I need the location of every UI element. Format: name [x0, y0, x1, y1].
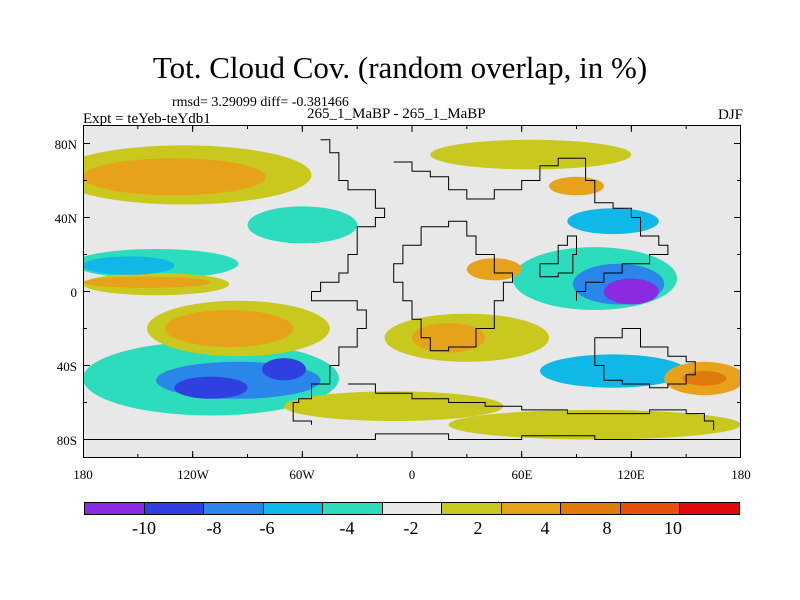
y-tick-label: 40S	[56, 359, 77, 374]
contour-region	[165, 310, 294, 347]
x-tick-label: 60W	[289, 467, 315, 482]
colorbar-label: -8	[206, 518, 222, 538]
colorbar-swatch	[203, 502, 264, 515]
colorbar-swatch	[679, 502, 741, 515]
colorbar-label: 8	[602, 518, 612, 538]
colorbar-label: -2	[403, 518, 419, 538]
coastline	[539, 235, 577, 278]
contour-region	[603, 278, 659, 305]
coastline	[393, 157, 669, 301]
contour-region	[284, 391, 504, 422]
coastline	[393, 220, 513, 352]
x-tick-label: 180	[73, 467, 93, 482]
colorbar-label: 10	[664, 518, 682, 538]
colorbar-label: 2	[473, 518, 483, 538]
x-tick-label: 120E	[617, 467, 645, 482]
contour-region	[83, 276, 211, 288]
x-tick-label: 60E	[511, 467, 533, 482]
y-tick-label: 80N	[54, 137, 77, 152]
x-tick-label: 180	[731, 467, 751, 482]
y-tick-label: 40N	[54, 211, 77, 226]
map-svg	[83, 125, 741, 458]
contour-region	[549, 176, 604, 196]
colorbar-label: -6	[259, 518, 275, 538]
coastline	[83, 433, 741, 440]
colorbar-swatch	[262, 502, 324, 515]
contour-region	[430, 139, 632, 170]
colorbar	[84, 502, 741, 515]
continent-outlines	[83, 139, 741, 440]
experiment-label: Expt = teYeb-teYdb1	[83, 111, 211, 127]
colorbar-swatch	[84, 502, 145, 515]
colorbar-swatch	[619, 502, 681, 515]
x-tick-label: 120W	[177, 467, 209, 482]
colorbar-swatch	[560, 502, 621, 515]
colorbar-swatch	[322, 502, 383, 515]
axis-ticks	[83, 125, 741, 458]
colorbar-label: 4	[540, 518, 550, 538]
map-plot	[83, 125, 741, 458]
colorbar-swatch	[143, 502, 205, 515]
contour-region	[247, 206, 358, 244]
colorbar-label: -4	[339, 518, 355, 538]
colorbar-label: -10	[132, 518, 156, 538]
x-tick-label: 0	[408, 467, 416, 482]
plot-title: Tot. Cloud Cov. (random overlap, in %)	[152, 50, 648, 85]
colorbar-swatch	[441, 502, 502, 515]
contour-region	[174, 376, 248, 399]
season-label: DJF	[717, 107, 743, 123]
y-tick-label: 80S	[56, 433, 77, 448]
contour-region	[567, 208, 659, 235]
contour-region	[262, 358, 306, 381]
coastline	[292, 139, 386, 425]
contour-region	[83, 158, 266, 196]
colorbar-swatch	[381, 502, 443, 515]
y-tick-label: 0	[70, 285, 78, 300]
contour-region	[539, 354, 687, 388]
period-label: 265_1_MaBP - 265_1_MaBP	[307, 106, 486, 122]
stats-label: rmsd= 3.29099 diff= -0.381466	[172, 95, 349, 110]
contour-region	[682, 371, 727, 386]
contour-region	[448, 409, 741, 440]
colorbar-swatch	[500, 502, 562, 515]
coastline	[594, 328, 696, 389]
contour-regions	[83, 139, 741, 440]
contour-region	[83, 256, 175, 275]
coastline	[348, 383, 715, 431]
